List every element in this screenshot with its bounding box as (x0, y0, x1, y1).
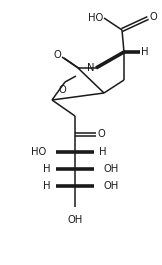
Text: O: O (97, 129, 105, 139)
Text: O: O (53, 50, 61, 60)
Text: H: H (141, 47, 149, 57)
Text: H: H (44, 164, 51, 174)
Text: OH: OH (67, 215, 83, 225)
Text: H: H (44, 181, 51, 191)
Text: H: H (99, 147, 106, 157)
Text: N: N (87, 63, 95, 73)
Text: HO: HO (88, 13, 104, 23)
Text: OH: OH (104, 164, 119, 174)
Text: OH: OH (104, 181, 119, 191)
Text: HO: HO (31, 147, 46, 157)
Text: O: O (149, 12, 157, 22)
Text: O: O (58, 85, 66, 95)
